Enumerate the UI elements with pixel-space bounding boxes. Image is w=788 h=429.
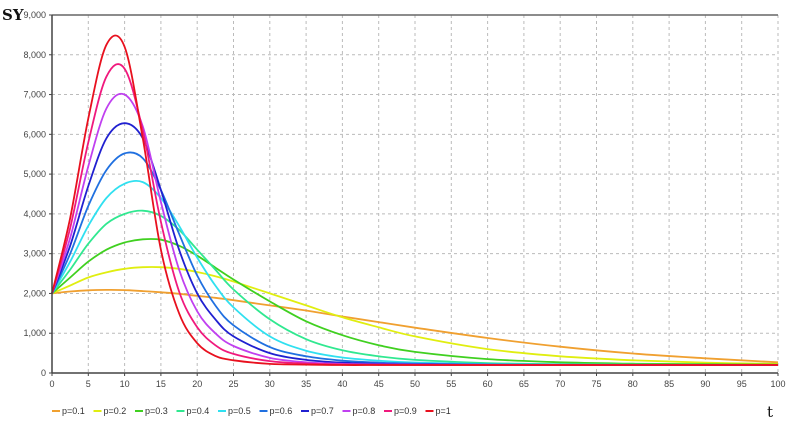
axes bbox=[51, 14, 778, 374]
x-tick-label: 95 bbox=[737, 379, 747, 389]
legend-label: p=1 bbox=[436, 406, 451, 416]
x-tick-label: 45 bbox=[374, 379, 384, 389]
x-tick-label: 40 bbox=[337, 379, 347, 389]
series-line-p-0-3 bbox=[51, 238, 779, 366]
x-tick-label: 70 bbox=[555, 379, 565, 389]
y-tick-label: 8,000 bbox=[23, 50, 46, 60]
y-tick-label: 3,000 bbox=[23, 249, 46, 259]
x-tick-label: 55 bbox=[446, 379, 456, 389]
x-tick-label: 60 bbox=[483, 379, 493, 389]
x-tick-label: 50 bbox=[410, 379, 420, 389]
x-tick-label: 0 bbox=[49, 379, 54, 389]
y-axis-ticks: 0 1,000 2,000 3,000 4,000 5,000 6,000 7,000 8,00… bbox=[23, 10, 52, 378]
x-tick-label: 80 bbox=[628, 379, 638, 389]
x-tick-label: 20 bbox=[192, 379, 202, 389]
series-line-p-0-1 bbox=[51, 288, 779, 364]
x-axis-ticks: 0 5 10 15 20 25 30 35 40 45 50 55 60 65 70 75 80 85 90 95 10… bbox=[49, 373, 786, 389]
legend-label: p=0.5 bbox=[228, 406, 251, 416]
x-tick-label: 90 bbox=[700, 379, 710, 389]
gridlines bbox=[52, 15, 779, 373]
x-tick-label: 65 bbox=[519, 379, 529, 389]
legend-label: p=0.6 bbox=[270, 406, 293, 416]
y-tick-label: 5,000 bbox=[23, 169, 46, 179]
series-lines bbox=[51, 34, 779, 366]
x-tick-label: 5 bbox=[86, 379, 91, 389]
x-tick-label: 10 bbox=[120, 379, 130, 389]
legend-label: p=0.7 bbox=[311, 406, 334, 416]
legend-label: p=0.3 bbox=[145, 406, 168, 416]
y-tick-label: 0 bbox=[41, 368, 46, 378]
y-tick-label: 4,000 bbox=[23, 209, 46, 219]
x-tick-label: 30 bbox=[265, 379, 275, 389]
legend-label: p=0.2 bbox=[104, 406, 127, 416]
legend-label: p=0.1 bbox=[62, 406, 85, 416]
x-tick-label: 15 bbox=[156, 379, 166, 389]
x-tick-label: 100 bbox=[770, 379, 785, 389]
y-tick-label: 9,000 bbox=[23, 10, 46, 20]
x-tick-label: 75 bbox=[591, 379, 601, 389]
legend-label: p=0.9 bbox=[394, 406, 417, 416]
y-tick-label: 2,000 bbox=[23, 288, 46, 298]
y-tick-label: 6,000 bbox=[23, 129, 46, 139]
x-tick-label: 35 bbox=[301, 379, 311, 389]
y-axis-label: SY bbox=[2, 6, 24, 24]
x-tick-label: 85 bbox=[664, 379, 674, 389]
y-tick-label: 7,000 bbox=[23, 90, 46, 100]
x-axis-label: t bbox=[767, 403, 773, 421]
legend: p=0.1 p=0.2 p=0.3 p=0.4 p=0.5 p=0.6 p=0.7 p=0.8… bbox=[52, 406, 451, 416]
legend-label: p=0.8 bbox=[353, 406, 376, 416]
series-line-p-1 bbox=[51, 34, 778, 366]
x-tick-label: 25 bbox=[228, 379, 238, 389]
y-tick-label: 1,000 bbox=[23, 328, 46, 338]
legend-label: p=0.4 bbox=[187, 406, 210, 416]
